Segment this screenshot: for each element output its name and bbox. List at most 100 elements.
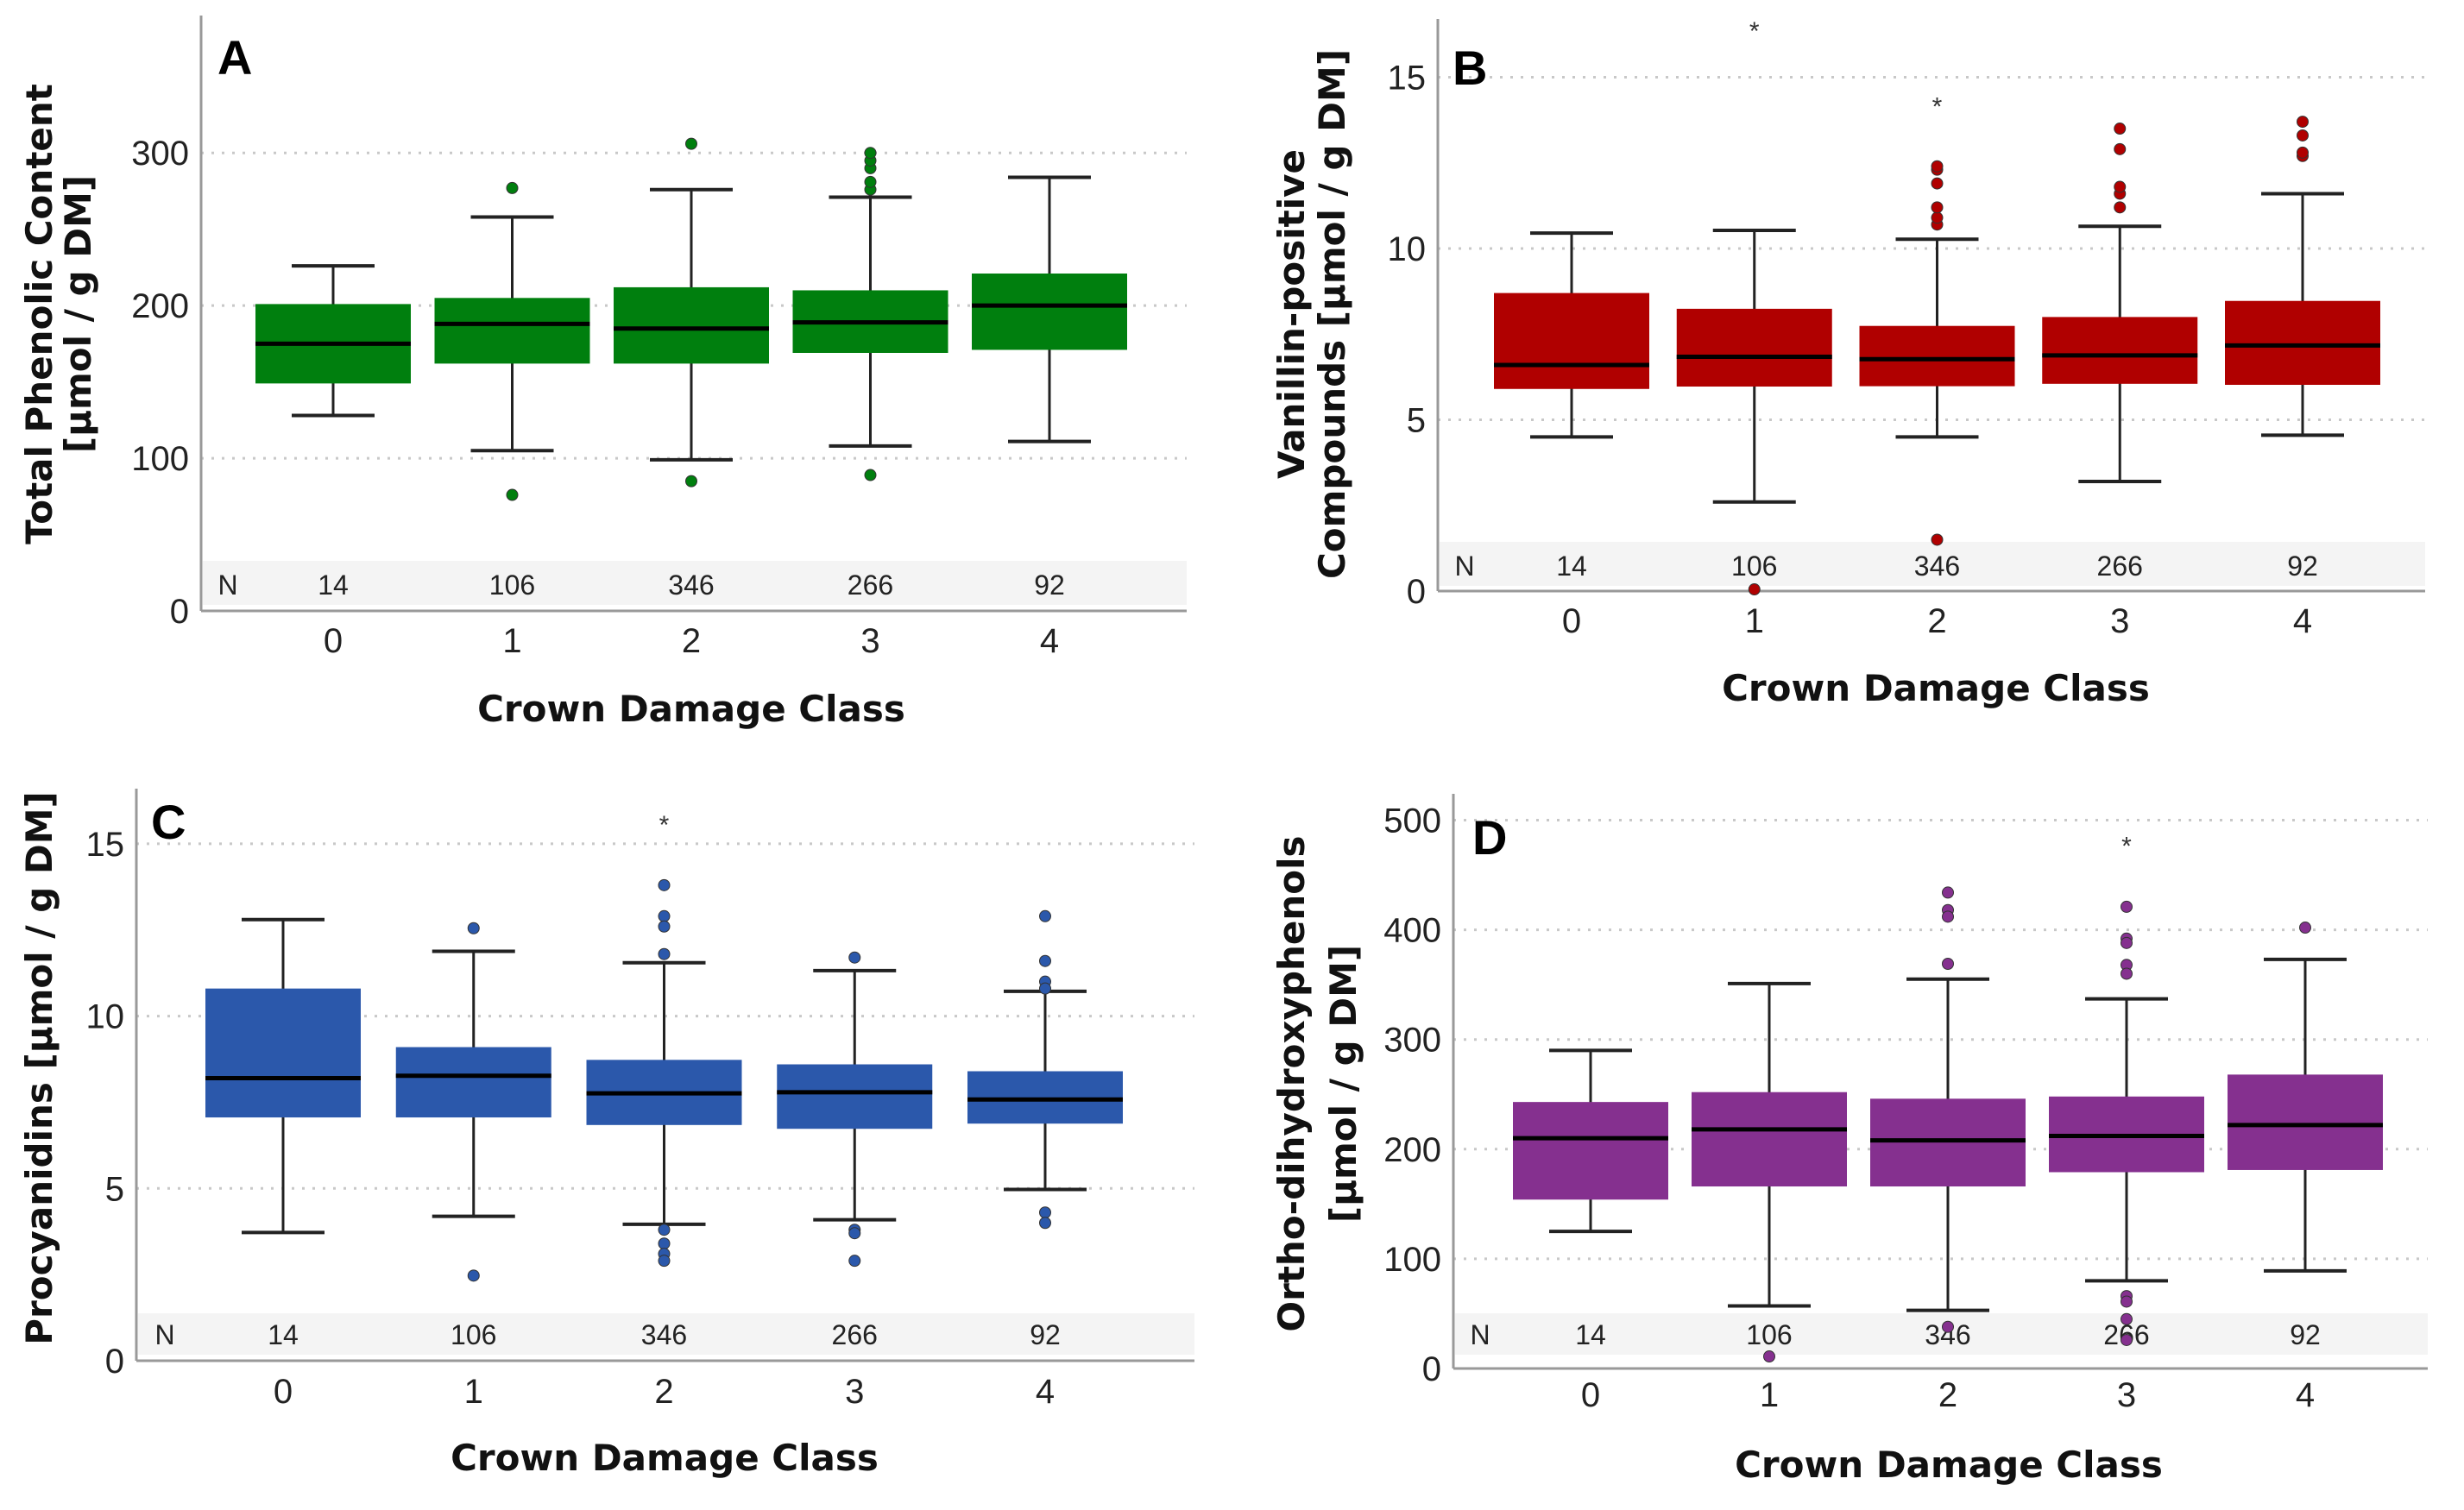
y-tick-label: 100	[131, 440, 189, 478]
panel-letter: B	[1453, 41, 1487, 95]
outlier-point	[1039, 954, 1051, 967]
x-tick-label: 1	[464, 1373, 483, 1411]
x-tick-label: 4	[2293, 602, 2312, 640]
y-tick-label: 0	[105, 1343, 124, 1381]
outlier-point	[2121, 1295, 2133, 1308]
extreme-marker: *	[2121, 832, 2132, 860]
outlier-point	[658, 878, 671, 891]
iqr-box	[1870, 1098, 2026, 1187]
iqr-box	[614, 286, 769, 364]
panel-a: N 14 106 346 266 92 0 100 200 300 0 1 2 3 4 Crown Damag…	[18, 16, 1187, 730]
y-axis-title: [µmol / g DM]	[1322, 945, 1364, 1223]
outlier-point	[658, 909, 671, 922]
box-class-4	[972, 175, 1127, 444]
iqr-box	[1859, 325, 2015, 387]
extreme-marker: *	[1749, 17, 1760, 46]
outlier-point	[2121, 1312, 2133, 1325]
outlier-point	[2297, 146, 2309, 159]
extreme-marker: *	[659, 811, 670, 840]
x-tick-label: 2	[682, 622, 701, 660]
box-class-4	[967, 909, 1123, 1230]
outlier-point	[685, 475, 697, 488]
iqr-box	[2225, 300, 2380, 386]
y-tick-label: 500	[1383, 802, 1441, 840]
n-count: 14	[1556, 551, 1587, 582]
outlier-point	[1931, 533, 1944, 546]
n-count: 266	[832, 1319, 878, 1350]
iqr-box	[395, 1047, 551, 1118]
iqr-box	[434, 298, 590, 364]
box-class-0	[1513, 1048, 1668, 1234]
box-class-2: *	[1859, 92, 2015, 546]
x-tick-label: 3	[845, 1373, 864, 1411]
outlier-point	[1931, 201, 1944, 214]
box-class-3: *	[2049, 832, 2204, 1346]
outlier-point	[506, 181, 519, 194]
outlier-point	[848, 951, 861, 964]
x-tick-label: 0	[1581, 1376, 1600, 1414]
x-tick-label: 1	[502, 622, 521, 660]
outlier-point	[864, 469, 877, 481]
n-count-band	[1440, 542, 2425, 586]
outlier-point	[467, 922, 480, 934]
outlier-point	[2114, 123, 2127, 135]
n-count-band	[138, 1313, 1194, 1355]
outlier-point	[1931, 160, 1944, 173]
box-class-0	[205, 917, 361, 1235]
x-tick-label: 1	[1745, 602, 1764, 640]
box-class-0	[255, 264, 411, 418]
n-count: 92	[1034, 569, 1065, 601]
panel-b: N 14 106 346 266 92 0 5 10 15 0 1 2 3 4 * * Crown Damage …	[1270, 17, 2425, 709]
y-tick-label: 0	[170, 593, 189, 631]
outlier-point	[1942, 1320, 1954, 1333]
panel-letter: D	[1472, 810, 1507, 865]
x-axis-title: Crown Damage Class	[1735, 1444, 2163, 1486]
x-tick-label: 4	[1040, 622, 1059, 660]
y-tick-label: 10	[1388, 230, 1427, 268]
outlier-point	[1039, 909, 1051, 922]
panel-letter: A	[217, 30, 252, 85]
outlier-point	[2121, 900, 2133, 913]
box-class-3	[777, 951, 933, 1268]
n-count: 266	[848, 569, 893, 601]
n-count: 14	[1575, 1319, 1606, 1350]
outlier-point	[1931, 211, 1944, 224]
outlier-point	[864, 147, 877, 160]
n-count-band	[1455, 1313, 2428, 1355]
outlier-point	[1763, 1350, 1775, 1363]
y-tick-label: 5	[105, 1170, 124, 1208]
n-count: 346	[668, 569, 714, 601]
n-count: 92	[2287, 551, 2318, 582]
outlier-point	[848, 1227, 861, 1240]
outlier-point	[848, 1255, 861, 1268]
n-count: 92	[2290, 1319, 2321, 1350]
box-class-0	[1494, 231, 1649, 439]
y-tick-label: 200	[1383, 1131, 1441, 1169]
outlier-point	[2297, 129, 2309, 142]
outlier-point	[2121, 1333, 2133, 1346]
panel-c: N 14 106 346 266 92 0 5 10 15 0 1 2 3 4 * Crown Damage C…	[18, 789, 1194, 1479]
x-tick-label: 3	[2110, 602, 2129, 640]
outlier-point	[1942, 958, 1954, 971]
y-tick-label: 0	[1407, 573, 1426, 611]
y-tick-label: 300	[1383, 1022, 1441, 1060]
x-axis-title: Crown Damage Class	[1722, 667, 2150, 709]
outlier-point	[2297, 116, 2309, 129]
y-tick-label: 10	[86, 998, 125, 1036]
n-count: 346	[641, 1319, 687, 1350]
n-label: N	[1454, 551, 1474, 582]
outlier-point	[1039, 1206, 1051, 1219]
x-tick-label: 0	[1562, 602, 1581, 640]
outlier-point	[2114, 180, 2127, 193]
n-label: N	[1470, 1319, 1490, 1350]
box-class-1	[395, 922, 551, 1282]
y-tick-label: 0	[1422, 1350, 1441, 1388]
box-class-3	[792, 147, 948, 481]
iqr-box	[2042, 317, 2198, 384]
box-class-4	[2225, 116, 2380, 437]
outlier-point	[685, 137, 697, 150]
box-class-3	[2042, 123, 2198, 483]
outlier-point	[864, 175, 877, 188]
n-label: N	[217, 569, 237, 601]
